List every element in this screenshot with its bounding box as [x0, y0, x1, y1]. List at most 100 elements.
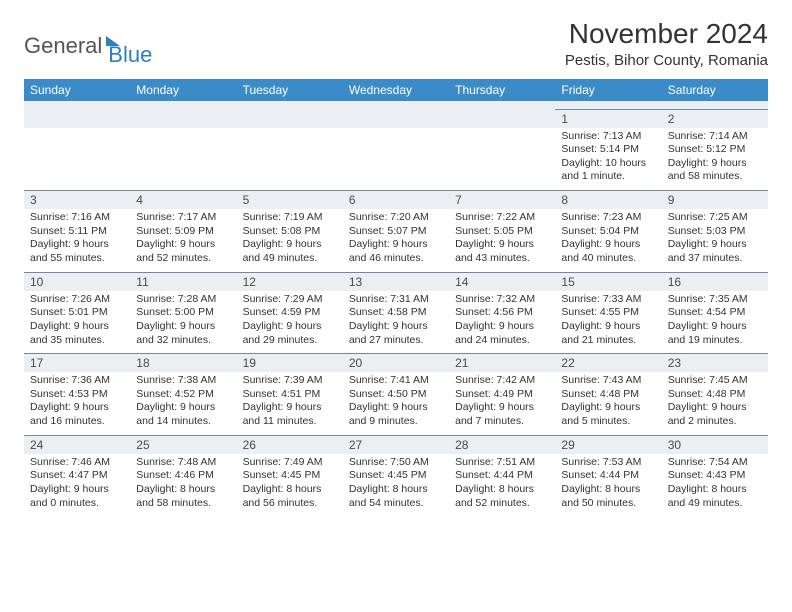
sunset-text: Sunset: 4:45 PM [243, 469, 337, 483]
sunrise-text: Sunrise: 7:46 AM [30, 456, 124, 470]
daylight-text: Daylight: 9 hours and 5 minutes. [561, 401, 655, 428]
day-number-row: 3456789 [24, 191, 768, 210]
daylight-text: Daylight: 9 hours and 35 minutes. [30, 320, 124, 347]
day-number-cell: 24 [24, 435, 130, 454]
daylight-text: Daylight: 8 hours and 54 minutes. [349, 483, 443, 510]
day-number-cell: 7 [449, 191, 555, 210]
day-body-cell: Sunrise: 7:41 AMSunset: 4:50 PMDaylight:… [343, 372, 449, 435]
sunrise-text: Sunrise: 7:45 AM [668, 374, 762, 388]
daylight-text: Daylight: 9 hours and 7 minutes. [455, 401, 549, 428]
daylight-text: Daylight: 9 hours and 46 minutes. [349, 238, 443, 265]
daylight-text: Daylight: 8 hours and 58 minutes. [136, 483, 230, 510]
sunset-text: Sunset: 4:49 PM [455, 388, 549, 402]
day-number-cell: 2 [662, 109, 768, 128]
sunset-text: Sunset: 5:11 PM [30, 225, 124, 239]
day-body-cell: Sunrise: 7:54 AMSunset: 4:43 PMDaylight:… [662, 454, 768, 517]
sunset-text: Sunset: 4:46 PM [136, 469, 230, 483]
day-body-cell: Sunrise: 7:35 AMSunset: 4:54 PMDaylight:… [662, 291, 768, 354]
calendar-page: General Blue November 2024 Pestis, Bihor… [0, 0, 792, 528]
day-number-cell: 4 [130, 191, 236, 210]
daylight-text: Daylight: 9 hours and 37 minutes. [668, 238, 762, 265]
day-number-cell: 16 [662, 272, 768, 291]
sunrise-text: Sunrise: 7:26 AM [30, 293, 124, 307]
weekday-header: Sunday [24, 79, 130, 101]
sunset-text: Sunset: 5:00 PM [136, 306, 230, 320]
sunrise-text: Sunrise: 7:36 AM [30, 374, 124, 388]
day-number-cell: 18 [130, 354, 236, 373]
sunset-text: Sunset: 4:48 PM [668, 388, 762, 402]
day-number-cell: 14 [449, 272, 555, 291]
sunset-text: Sunset: 5:07 PM [349, 225, 443, 239]
day-body-cell: Sunrise: 7:42 AMSunset: 4:49 PMDaylight:… [449, 372, 555, 435]
day-number-cell: 30 [662, 435, 768, 454]
day-body-cell: Sunrise: 7:33 AMSunset: 4:55 PMDaylight:… [555, 291, 661, 354]
sunset-text: Sunset: 5:08 PM [243, 225, 337, 239]
day-number-cell: 20 [343, 354, 449, 373]
day-number-cell [130, 109, 236, 128]
day-number-cell [343, 109, 449, 128]
sunset-text: Sunset: 4:54 PM [668, 306, 762, 320]
day-number-cell: 12 [237, 272, 343, 291]
day-body-row: Sunrise: 7:36 AMSunset: 4:53 PMDaylight:… [24, 372, 768, 435]
sunset-text: Sunset: 4:51 PM [243, 388, 337, 402]
day-body-row: Sunrise: 7:26 AMSunset: 5:01 PMDaylight:… [24, 291, 768, 354]
month-title: November 2024 [565, 18, 768, 50]
sunset-text: Sunset: 4:45 PM [349, 469, 443, 483]
daylight-text: Daylight: 8 hours and 49 minutes. [668, 483, 762, 510]
day-body-cell [24, 128, 130, 191]
sunset-text: Sunset: 4:44 PM [455, 469, 549, 483]
sunrise-text: Sunrise: 7:32 AM [455, 293, 549, 307]
sunrise-text: Sunrise: 7:51 AM [455, 456, 549, 470]
sunrise-text: Sunrise: 7:54 AM [668, 456, 762, 470]
sunset-text: Sunset: 5:03 PM [668, 225, 762, 239]
sunset-text: Sunset: 4:43 PM [668, 469, 762, 483]
day-body-cell: Sunrise: 7:25 AMSunset: 5:03 PMDaylight:… [662, 209, 768, 272]
day-body-cell [237, 128, 343, 191]
day-body-cell: Sunrise: 7:20 AMSunset: 5:07 PMDaylight:… [343, 209, 449, 272]
sunrise-text: Sunrise: 7:42 AM [455, 374, 549, 388]
sunset-text: Sunset: 4:56 PM [455, 306, 549, 320]
day-body-cell: Sunrise: 7:26 AMSunset: 5:01 PMDaylight:… [24, 291, 130, 354]
day-number-cell: 25 [130, 435, 236, 454]
sunset-text: Sunset: 4:59 PM [243, 306, 337, 320]
daylight-text: Daylight: 9 hours and 9 minutes. [349, 401, 443, 428]
daylight-text: Daylight: 8 hours and 52 minutes. [455, 483, 549, 510]
weekday-header: Friday [555, 79, 661, 101]
day-number-cell: 3 [24, 191, 130, 210]
sunset-text: Sunset: 4:55 PM [561, 306, 655, 320]
sunset-text: Sunset: 5:12 PM [668, 143, 762, 157]
day-body-cell [449, 128, 555, 191]
day-number-row: 17181920212223 [24, 354, 768, 373]
daylight-text: Daylight: 9 hours and 27 minutes. [349, 320, 443, 347]
day-body-cell: Sunrise: 7:36 AMSunset: 4:53 PMDaylight:… [24, 372, 130, 435]
sunrise-text: Sunrise: 7:31 AM [349, 293, 443, 307]
sunrise-text: Sunrise: 7:35 AM [668, 293, 762, 307]
day-number-cell: 9 [662, 191, 768, 210]
day-body-cell: Sunrise: 7:49 AMSunset: 4:45 PMDaylight:… [237, 454, 343, 517]
day-number-cell: 26 [237, 435, 343, 454]
daylight-text: Daylight: 8 hours and 50 minutes. [561, 483, 655, 510]
day-number-cell: 21 [449, 354, 555, 373]
sunset-text: Sunset: 5:09 PM [136, 225, 230, 239]
sunrise-text: Sunrise: 7:14 AM [668, 130, 762, 144]
sunrise-text: Sunrise: 7:13 AM [561, 130, 655, 144]
daylight-text: Daylight: 9 hours and 52 minutes. [136, 238, 230, 265]
day-number-cell: 17 [24, 354, 130, 373]
title-block: November 2024 Pestis, Bihor County, Roma… [565, 18, 768, 69]
sunrise-text: Sunrise: 7:49 AM [243, 456, 337, 470]
sunrise-text: Sunrise: 7:39 AM [243, 374, 337, 388]
weekday-header: Thursday [449, 79, 555, 101]
sunset-text: Sunset: 5:05 PM [455, 225, 549, 239]
day-number-cell: 5 [237, 191, 343, 210]
daylight-text: Daylight: 9 hours and 29 minutes. [243, 320, 337, 347]
day-body-cell [130, 128, 236, 191]
logo-text-blue: Blue [108, 42, 152, 68]
header: General Blue November 2024 Pestis, Bihor… [24, 18, 768, 69]
day-number-cell: 8 [555, 191, 661, 210]
day-number-cell: 11 [130, 272, 236, 291]
day-body-cell: Sunrise: 7:14 AMSunset: 5:12 PMDaylight:… [662, 128, 768, 191]
weekday-header: Monday [130, 79, 236, 101]
daylight-text: Daylight: 9 hours and 11 minutes. [243, 401, 337, 428]
daylight-text: Daylight: 9 hours and 58 minutes. [668, 157, 762, 184]
daylight-text: Daylight: 9 hours and 16 minutes. [30, 401, 124, 428]
